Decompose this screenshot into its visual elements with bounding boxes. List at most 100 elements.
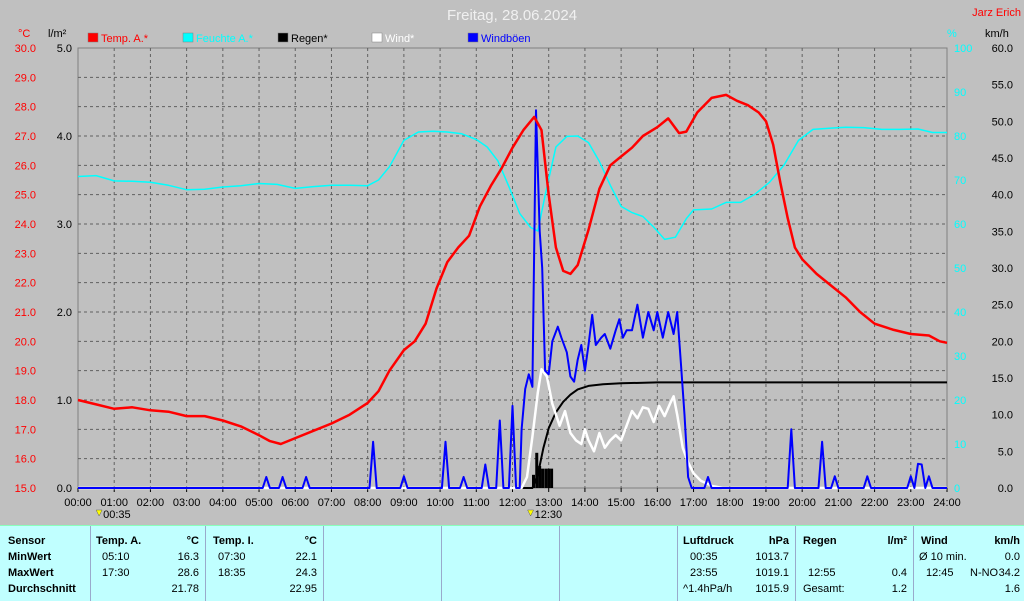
rain-tick-label: 1.0 (57, 395, 72, 407)
temp-tick-label: 24.0 (15, 219, 36, 231)
x-tick-label: 11:00 (463, 497, 490, 509)
wind-tick-label: 25.0 (992, 300, 1013, 312)
x-axis: 00:00 01:00 02:00 03:00 04:00 05:00 06:00 07:00… (64, 488, 961, 509)
wind-title: Wind (921, 535, 948, 547)
temp-unit-label: °C (18, 28, 30, 40)
temp-tick-label: 23.0 (15, 248, 36, 260)
rain-total-label: Gesamt: (803, 583, 845, 595)
x-tick-label: 09:00 (390, 497, 418, 509)
wind-tick-label: 15.0 (992, 373, 1013, 385)
y-axes: 30.0 29.0 28.0 27.0 26.0 25.0 24.0 23.0 22.0 21.0… (15, 43, 1013, 495)
x-tick-label: 18:00 (716, 497, 744, 509)
wind-tick-label: 0.0 (998, 483, 1013, 495)
temp-tick-label: 16.0 (15, 454, 36, 466)
temp-tick-label: 22.0 (15, 278, 36, 290)
legend-swatch (277, 32, 289, 43)
rain-bar (547, 468, 551, 488)
legend-swatch (371, 32, 383, 43)
wind-unit-label: km/h (985, 28, 1009, 40)
rain-tick-label: 4.0 (57, 131, 72, 143)
humidity-tick-label: 70 (954, 175, 966, 187)
wind-tick-label: 55.0 (992, 80, 1013, 92)
temp-tick-label: 30.0 (15, 43, 36, 55)
wind-tick-label: 20.0 (992, 336, 1013, 348)
temp-tick-label: 21.0 (15, 307, 36, 319)
series-line-4 (78, 109, 947, 489)
wind-tick-label: 45.0 (992, 153, 1013, 165)
chart-title: Freitag, 28.06.2024 (447, 7, 577, 24)
humidity-tick-label: 30 (954, 351, 966, 363)
humidity-tick-label: 0 (954, 483, 960, 495)
rain-bar (544, 468, 548, 488)
humidity-tick-label: 80 (954, 131, 966, 143)
rain-bar (550, 468, 554, 488)
x-tick-label: 07:00 (318, 497, 346, 509)
x-tick-label: 06:00 (281, 497, 309, 509)
temp-tick-label: 18.0 (15, 395, 36, 407)
marker-label: 00:35 (103, 509, 131, 521)
x-tick-label: 16:00 (644, 497, 672, 509)
temp-tick-label: 29.0 (15, 72, 36, 84)
series-layer (77, 93, 948, 490)
stats-col-empty-1 (323, 526, 442, 601)
legend-swatch (467, 32, 479, 43)
x-tick-label: 19:00 (752, 497, 780, 509)
marker-arrow (95, 509, 103, 517)
wind-day-avg: 1.6 (1004, 583, 1020, 595)
rain-title: Regen (803, 535, 837, 547)
pressure-max: 1019.1 (755, 567, 789, 579)
wind-tick-label: 60.0 (992, 43, 1013, 55)
temp-i-title: Temp. I. (213, 535, 254, 547)
legend-label: Wind* (385, 33, 415, 45)
temp-a-min-time: 05:10 (102, 551, 130, 563)
temp-tick-label: 26.0 (15, 160, 36, 172)
x-tick-label: 22:00 (861, 497, 889, 509)
stats-col-wind: Wind km/h Ø 10 min. 0.0 12:45 N-NO 34.2 … (913, 526, 1024, 601)
rain-tick-label: 5.0 (57, 43, 72, 55)
wind-tick-label: 10.0 (992, 410, 1013, 422)
x-tick-label: 17:00 (680, 497, 708, 509)
temp-a-title: Temp. A. (96, 535, 142, 547)
temp-i-min-time: 07:30 (218, 551, 246, 563)
rain-tick-label: 2.0 (57, 307, 72, 319)
rain-total: 1.2 (891, 583, 907, 595)
legend: Temp. A.* Feuchte A.* Regen* Wind* Windböen (87, 32, 531, 45)
stats-col-pressure: Luftdruck hPa 00:35 1013.7 23:55 1019.1 … (677, 526, 796, 601)
humidity-tick-label: 10 (954, 439, 966, 451)
rain-bar (532, 474, 536, 488)
pressure-trend: ^1.4hPa/h (683, 583, 733, 595)
rain-tick-label: 3.0 (57, 219, 72, 231)
series-line-2 (78, 381, 947, 489)
series-line-1 (77, 126, 947, 241)
stats-col-empty-3 (559, 526, 678, 601)
weather-chart: Freitag, 28.06.2024 Jarz Erich °C l/m² %… (15, 7, 1021, 521)
x-tick-label: 24:00 (933, 497, 961, 509)
x-tick-label: 04:00 (209, 497, 237, 509)
x-tick-label: 03:00 (173, 497, 201, 509)
pressure-title: Luftdruck (683, 535, 734, 547)
marker-label: 12:30 (535, 509, 563, 521)
wind-tick-label: 5.0 (998, 446, 1013, 458)
x-tick-label: 20:00 (788, 497, 816, 509)
stats-col-empty-2 (441, 526, 560, 601)
x-tick-label: 00:00 (64, 497, 92, 509)
x-tick-label: 15:00 (607, 497, 635, 509)
temp-tick-label: 17.0 (15, 424, 36, 436)
pressure-unit: hPa (768, 535, 789, 547)
x-tick-label: 13:00 (535, 497, 563, 509)
temp-tick-label: 28.0 (15, 102, 36, 114)
wind-max-dir: N-NO (970, 567, 999, 579)
pressure-min-time: 00:35 (690, 551, 718, 563)
x-tick-label: 21:00 (825, 497, 853, 509)
temp-i-max: 24.3 (295, 567, 317, 579)
temp-a-min: 16.3 (177, 551, 199, 563)
wind-unit: km/h (994, 535, 1020, 547)
row-label-max: MaxWert (8, 567, 54, 579)
humidity-tick-label: 20 (954, 395, 966, 407)
wind-avg-label: Ø 10 min. (919, 551, 967, 563)
humidity-tick-label: 90 (954, 87, 966, 99)
temp-i-unit: °C (304, 535, 317, 547)
temp-tick-label: 20.0 (15, 336, 36, 348)
rain-bar (541, 468, 545, 488)
wind-avg: 0.0 (1004, 551, 1020, 563)
